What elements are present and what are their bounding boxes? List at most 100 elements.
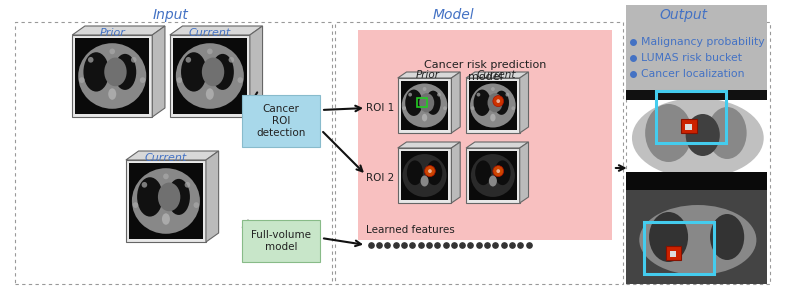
Bar: [685, 124, 692, 130]
Ellipse shape: [470, 84, 516, 127]
Bar: [398, 78, 451, 133]
Ellipse shape: [437, 93, 441, 97]
Polygon shape: [398, 142, 460, 148]
Bar: [626, 90, 767, 100]
Ellipse shape: [645, 104, 692, 162]
Ellipse shape: [162, 213, 170, 225]
Bar: [466, 148, 520, 203]
Bar: [469, 151, 517, 200]
Ellipse shape: [229, 57, 234, 63]
Bar: [242, 220, 320, 262]
Bar: [665, 246, 681, 260]
Bar: [335, 22, 623, 284]
Bar: [242, 95, 320, 147]
Ellipse shape: [471, 154, 515, 197]
Ellipse shape: [402, 154, 447, 197]
Bar: [126, 160, 206, 242]
Ellipse shape: [177, 77, 182, 83]
Polygon shape: [72, 26, 165, 35]
Bar: [398, 148, 451, 203]
Ellipse shape: [649, 212, 688, 262]
Ellipse shape: [206, 88, 214, 100]
Ellipse shape: [88, 57, 93, 63]
Ellipse shape: [142, 182, 147, 188]
Ellipse shape: [158, 182, 181, 211]
Bar: [358, 30, 612, 240]
Bar: [169, 35, 249, 117]
Bar: [656, 91, 726, 143]
Bar: [644, 222, 714, 274]
Text: Prior: Prior: [416, 70, 440, 80]
Text: Malignancy probability: Malignancy probability: [642, 37, 765, 47]
Ellipse shape: [78, 43, 147, 109]
Text: Input: Input: [153, 8, 188, 22]
Ellipse shape: [109, 88, 116, 100]
Bar: [466, 78, 520, 133]
Ellipse shape: [639, 205, 756, 275]
Polygon shape: [520, 72, 528, 133]
Ellipse shape: [185, 182, 190, 188]
Bar: [75, 38, 150, 114]
Text: Full-volume
model: Full-volume model: [251, 230, 311, 252]
Ellipse shape: [176, 43, 244, 109]
Circle shape: [428, 169, 432, 173]
Text: ROI 1: ROI 1: [366, 103, 394, 113]
Polygon shape: [466, 142, 528, 148]
Ellipse shape: [193, 202, 199, 208]
Ellipse shape: [202, 58, 224, 86]
Text: ROI 2: ROI 2: [366, 173, 394, 183]
Text: Prior: Prior: [99, 28, 125, 38]
Ellipse shape: [421, 175, 428, 187]
Ellipse shape: [207, 49, 212, 54]
Text: Output: Output: [659, 8, 707, 22]
Ellipse shape: [512, 106, 515, 110]
Ellipse shape: [425, 91, 440, 115]
Ellipse shape: [137, 177, 162, 217]
Bar: [626, 22, 770, 284]
Polygon shape: [126, 151, 219, 160]
Bar: [669, 251, 676, 257]
Ellipse shape: [140, 77, 146, 83]
Ellipse shape: [238, 77, 243, 83]
Bar: [417, 98, 427, 107]
Polygon shape: [398, 72, 460, 78]
Ellipse shape: [402, 106, 406, 110]
Polygon shape: [249, 26, 262, 117]
Ellipse shape: [475, 160, 491, 185]
Ellipse shape: [423, 87, 426, 91]
Ellipse shape: [489, 175, 497, 187]
Bar: [173, 38, 247, 114]
Ellipse shape: [490, 114, 496, 121]
Bar: [401, 81, 448, 130]
Polygon shape: [169, 26, 262, 35]
Text: Current: Current: [188, 28, 231, 38]
Text: Current: Current: [145, 153, 187, 163]
Circle shape: [493, 166, 504, 177]
Text: Cancer risk prediction
model: Cancer risk prediction model: [424, 60, 546, 81]
Ellipse shape: [408, 93, 412, 97]
Bar: [681, 119, 697, 133]
Polygon shape: [451, 72, 460, 133]
Ellipse shape: [211, 54, 234, 90]
Text: LUMAS risk bucket: LUMAS risk bucket: [642, 53, 742, 63]
Ellipse shape: [109, 49, 115, 54]
Text: Learned features: Learned features: [366, 225, 455, 235]
Ellipse shape: [686, 114, 720, 156]
Ellipse shape: [491, 87, 495, 91]
Circle shape: [425, 166, 436, 177]
Text: Cancer
ROI
detection: Cancer ROI detection: [257, 104, 306, 138]
Ellipse shape: [114, 54, 136, 90]
Ellipse shape: [402, 84, 447, 127]
Ellipse shape: [406, 90, 422, 116]
Ellipse shape: [132, 168, 200, 234]
Text: Model: Model: [433, 8, 474, 22]
Circle shape: [497, 99, 500, 103]
Bar: [72, 35, 152, 117]
Bar: [626, 190, 767, 284]
Bar: [626, 5, 767, 95]
Ellipse shape: [181, 52, 207, 92]
Bar: [626, 172, 767, 190]
Ellipse shape: [443, 106, 447, 110]
Polygon shape: [520, 142, 528, 203]
Ellipse shape: [707, 107, 747, 159]
